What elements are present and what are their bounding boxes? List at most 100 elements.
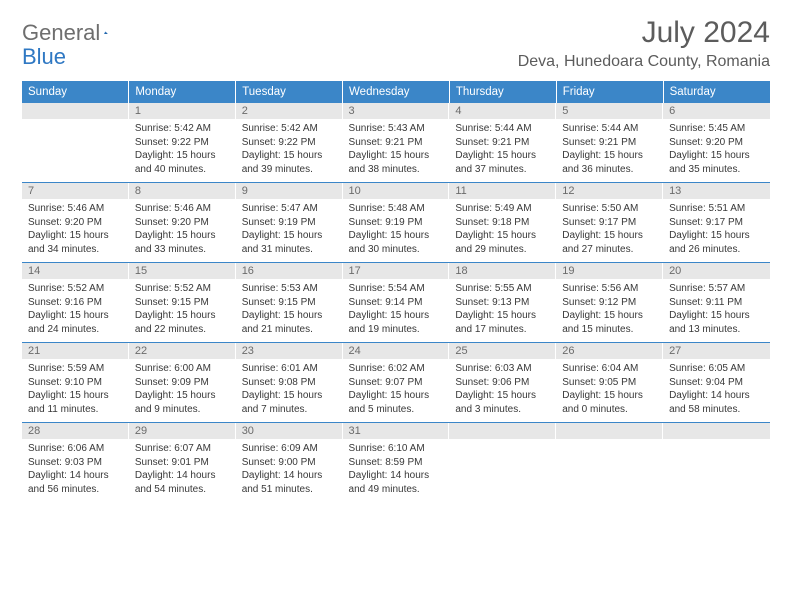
location-text: Deva, Hunedoara County, Romania xyxy=(518,53,770,71)
daylight-text: Daylight: 15 hours and 19 minutes. xyxy=(349,309,444,336)
calendar-table: Sunday Monday Tuesday Wednesday Thursday… xyxy=(22,81,770,502)
day-cell xyxy=(449,439,556,502)
sunrise-text: Sunrise: 5:57 AM xyxy=(669,282,764,296)
day-number: 10 xyxy=(343,183,450,199)
sunset-text: Sunset: 9:21 PM xyxy=(562,136,657,150)
day-content: Sunrise: 5:57 AMSunset: 9:11 PMDaylight:… xyxy=(663,279,770,342)
day-cell: 7 xyxy=(22,183,129,199)
day-cell: Sunrise: 6:05 AMSunset: 9:04 PMDaylight:… xyxy=(663,359,770,423)
day-cell: 15 xyxy=(129,263,236,279)
daynum-row: 123456 xyxy=(22,103,770,119)
day-cell xyxy=(22,119,129,183)
day-cell: Sunrise: 5:52 AMSunset: 9:16 PMDaylight:… xyxy=(22,279,129,343)
day-cell: 3 xyxy=(343,103,450,119)
day-number: 17 xyxy=(343,263,450,279)
sunrise-text: Sunrise: 6:02 AM xyxy=(349,362,444,376)
daylight-text: Daylight: 15 hours and 37 minutes. xyxy=(455,149,550,176)
sunrise-text: Sunrise: 5:51 AM xyxy=(669,202,764,216)
daylight-text: Daylight: 14 hours and 56 minutes. xyxy=(28,469,123,496)
day-number: 13 xyxy=(663,183,770,199)
sunset-text: Sunset: 8:59 PM xyxy=(349,456,444,470)
day-cell: Sunrise: 5:42 AMSunset: 9:22 PMDaylight:… xyxy=(236,119,343,183)
daylight-text: Daylight: 15 hours and 33 minutes. xyxy=(135,229,230,256)
weekday-header: Monday xyxy=(129,81,236,103)
day-cell: Sunrise: 5:50 AMSunset: 9:17 PMDaylight:… xyxy=(556,199,663,263)
day-number: 29 xyxy=(129,423,236,439)
day-number xyxy=(663,423,770,439)
day-number: 31 xyxy=(343,423,450,439)
day-cell: Sunrise: 5:47 AMSunset: 9:19 PMDaylight:… xyxy=(236,199,343,263)
daylight-text: Daylight: 15 hours and 3 minutes. xyxy=(455,389,550,416)
day-content: Sunrise: 6:02 AMSunset: 9:07 PMDaylight:… xyxy=(343,359,450,422)
day-content: Sunrise: 6:04 AMSunset: 9:05 PMDaylight:… xyxy=(556,359,663,422)
day-content: Sunrise: 6:05 AMSunset: 9:04 PMDaylight:… xyxy=(663,359,770,422)
day-cell: Sunrise: 6:00 AMSunset: 9:09 PMDaylight:… xyxy=(129,359,236,423)
sunset-text: Sunset: 9:17 PM xyxy=(669,216,764,230)
daynum-row: 28293031 xyxy=(22,423,770,439)
sunrise-text: Sunrise: 5:52 AM xyxy=(28,282,123,296)
month-title: July 2024 xyxy=(518,16,770,49)
sunrise-text: Sunrise: 5:59 AM xyxy=(28,362,123,376)
weekday-header: Sunday xyxy=(22,81,129,103)
brand-word2: Blue xyxy=(22,44,66,70)
calendar-page: General July 2024 Deva, Hunedoara County… xyxy=(0,0,792,612)
day-number: 28 xyxy=(22,423,129,439)
day-number: 20 xyxy=(663,263,770,279)
sunset-text: Sunset: 9:12 PM xyxy=(562,296,657,310)
sunset-text: Sunset: 9:20 PM xyxy=(135,216,230,230)
daylight-text: Daylight: 15 hours and 29 minutes. xyxy=(455,229,550,256)
day-number: 18 xyxy=(449,263,556,279)
day-content: Sunrise: 5:52 AMSunset: 9:15 PMDaylight:… xyxy=(129,279,236,342)
day-cell: Sunrise: 5:45 AMSunset: 9:20 PMDaylight:… xyxy=(663,119,770,183)
sunrise-text: Sunrise: 5:52 AM xyxy=(135,282,230,296)
sunrise-text: Sunrise: 6:06 AM xyxy=(28,442,123,456)
sunset-text: Sunset: 9:08 PM xyxy=(242,376,337,390)
sunrise-text: Sunrise: 5:56 AM xyxy=(562,282,657,296)
day-number: 5 xyxy=(556,103,663,119)
day-number: 8 xyxy=(129,183,236,199)
day-cell: 9 xyxy=(236,183,343,199)
brand-flag-icon xyxy=(104,24,108,42)
sunrise-text: Sunrise: 6:09 AM xyxy=(242,442,337,456)
day-content: Sunrise: 5:49 AMSunset: 9:18 PMDaylight:… xyxy=(449,199,556,262)
sunrise-text: Sunrise: 5:54 AM xyxy=(349,282,444,296)
weekday-header: Tuesday xyxy=(236,81,343,103)
day-cell: 16 xyxy=(236,263,343,279)
day-number: 14 xyxy=(22,263,129,279)
daylight-text: Daylight: 15 hours and 30 minutes. xyxy=(349,229,444,256)
day-cell: 24 xyxy=(343,343,450,359)
day-content xyxy=(22,119,129,176)
day-cell: Sunrise: 6:01 AMSunset: 9:08 PMDaylight:… xyxy=(236,359,343,423)
sunrise-text: Sunrise: 5:46 AM xyxy=(135,202,230,216)
day-number: 11 xyxy=(449,183,556,199)
day-cell: 17 xyxy=(343,263,450,279)
day-content: Sunrise: 5:48 AMSunset: 9:19 PMDaylight:… xyxy=(343,199,450,262)
sunrise-text: Sunrise: 5:50 AM xyxy=(562,202,657,216)
day-cell xyxy=(663,423,770,439)
day-number: 30 xyxy=(236,423,343,439)
day-content: Sunrise: 5:45 AMSunset: 9:20 PMDaylight:… xyxy=(663,119,770,182)
weekday-header: Saturday xyxy=(663,81,770,103)
daylight-text: Daylight: 15 hours and 35 minutes. xyxy=(669,149,764,176)
day-content: Sunrise: 6:09 AMSunset: 9:00 PMDaylight:… xyxy=(236,439,343,502)
day-content: Sunrise: 5:50 AMSunset: 9:17 PMDaylight:… xyxy=(556,199,663,262)
day-number: 3 xyxy=(343,103,450,119)
sunrise-text: Sunrise: 5:44 AM xyxy=(455,122,550,136)
daylight-text: Daylight: 15 hours and 11 minutes. xyxy=(28,389,123,416)
day-cell: Sunrise: 5:56 AMSunset: 9:12 PMDaylight:… xyxy=(556,279,663,343)
sunset-text: Sunset: 9:04 PM xyxy=(669,376,764,390)
day-cell: 10 xyxy=(343,183,450,199)
sunset-text: Sunset: 9:20 PM xyxy=(669,136,764,150)
day-cell: Sunrise: 5:59 AMSunset: 9:10 PMDaylight:… xyxy=(22,359,129,423)
title-block: July 2024 Deva, Hunedoara County, Romani… xyxy=(518,16,770,71)
daylight-text: Daylight: 15 hours and 22 minutes. xyxy=(135,309,230,336)
day-cell: 19 xyxy=(556,263,663,279)
day-number xyxy=(449,423,556,439)
day-number: 26 xyxy=(556,343,663,359)
day-cell: 4 xyxy=(449,103,556,119)
daylight-text: Daylight: 15 hours and 31 minutes. xyxy=(242,229,337,256)
day-cell: 27 xyxy=(663,343,770,359)
day-content: Sunrise: 5:51 AMSunset: 9:17 PMDaylight:… xyxy=(663,199,770,262)
sunset-text: Sunset: 9:10 PM xyxy=(28,376,123,390)
day-content: Sunrise: 6:07 AMSunset: 9:01 PMDaylight:… xyxy=(129,439,236,502)
